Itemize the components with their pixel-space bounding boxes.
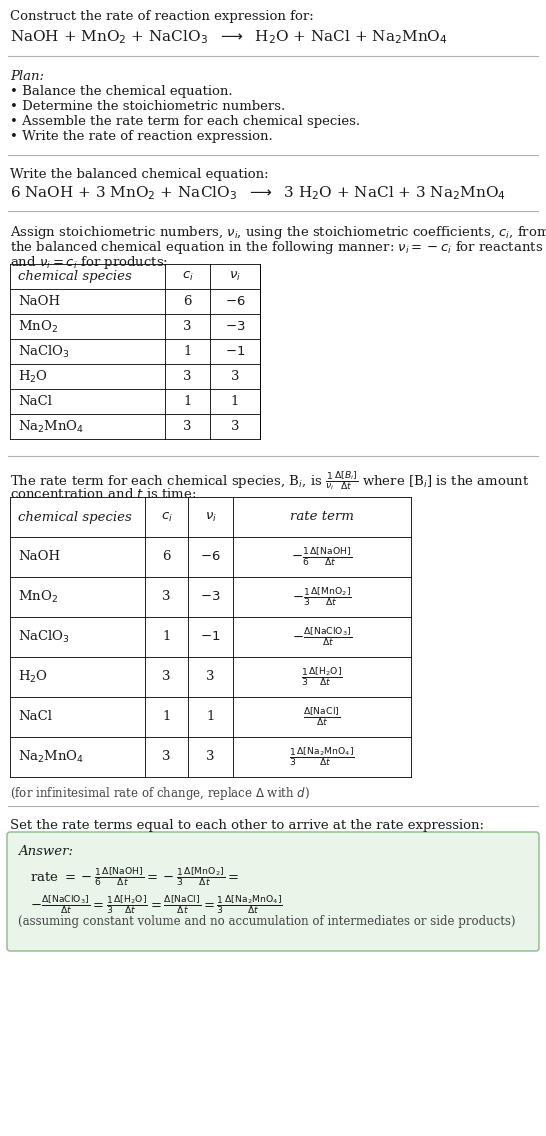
Text: • Balance the chemical equation.: • Balance the chemical equation. [10,85,233,98]
Text: 1: 1 [183,345,192,358]
Text: $-\frac{1}{6}\frac{\Delta[\mathrm{NaOH}]}{\Delta t}$: $-\frac{1}{6}\frac{\Delta[\mathrm{NaOH}]… [292,546,353,568]
Text: 6 NaOH + 3 MnO$_2$ + NaClO$_3$  $\longrightarrow$  3 H$_2$O + NaCl + 3 Na$_2$MnO: 6 NaOH + 3 MnO$_2$ + NaClO$_3$ $\longrig… [10,184,506,202]
Text: H$_2$O: H$_2$O [18,368,48,385]
Text: $-6$: $-6$ [225,295,245,308]
Text: (for infinitesimal rate of change, replace $\Delta$ with $d$): (for infinitesimal rate of change, repla… [10,785,310,802]
Text: Construct the rate of reaction expression for:: Construct the rate of reaction expressio… [10,10,314,23]
Text: 6: 6 [162,551,171,563]
Text: NaCl: NaCl [18,395,52,408]
Text: Assign stoichiometric numbers, $\nu_i$, using the stoichiometric coefficients, $: Assign stoichiometric numbers, $\nu_i$, … [10,224,546,241]
Text: 3: 3 [206,751,215,763]
Text: NaOH: NaOH [18,551,60,563]
Text: 3: 3 [231,420,239,433]
Text: NaClO$_3$: NaClO$_3$ [18,343,70,360]
Text: Set the rate terms equal to each other to arrive at the rate expression:: Set the rate terms equal to each other t… [10,819,484,832]
Text: $\frac{1}{3}\frac{\Delta[\mathrm{H_2O}]}{\Delta t}$: $\frac{1}{3}\frac{\Delta[\mathrm{H_2O}]}… [301,666,343,688]
Text: Plan:: Plan: [10,70,44,83]
Text: Na$_2$MnO$_4$: Na$_2$MnO$_4$ [18,418,84,435]
Text: 3: 3 [183,420,192,433]
Text: (assuming constant volume and no accumulation of intermediates or side products): (assuming constant volume and no accumul… [18,914,515,928]
Text: 3: 3 [206,670,215,684]
Text: $\frac{\Delta[\mathrm{NaCl}]}{\Delta t}$: $\frac{\Delta[\mathrm{NaCl}]}{\Delta t}$ [304,705,341,728]
Text: $c_i$: $c_i$ [182,270,193,283]
Text: MnO$_2$: MnO$_2$ [18,588,58,605]
Text: $\frac{1}{3}\frac{\Delta[\mathrm{Na_2MnO_4}]}{\Delta t}$: $\frac{1}{3}\frac{\Delta[\mathrm{Na_2MnO… [289,745,355,768]
Text: The rate term for each chemical species, B$_i$, is $\frac{1}{\nu_i}\frac{\Delta[: The rate term for each chemical species,… [10,469,529,492]
Text: 3: 3 [162,751,171,763]
Text: 6: 6 [183,295,192,308]
Text: chemical species: chemical species [18,510,132,524]
Text: 3: 3 [162,591,171,603]
Text: 1: 1 [231,395,239,408]
Text: 1: 1 [162,710,171,724]
Text: 3: 3 [162,670,171,684]
Text: NaOH: NaOH [18,295,60,308]
Text: H$_2$O: H$_2$O [18,669,48,685]
Text: chemical species: chemical species [18,270,132,283]
Text: $-6$: $-6$ [200,551,221,563]
Text: NaClO$_3$: NaClO$_3$ [18,629,70,645]
Text: the balanced chemical equation in the following manner: $\nu_i = -c_i$ for react: the balanced chemical equation in the fo… [10,239,543,256]
Text: • Determine the stoichiometric numbers.: • Determine the stoichiometric numbers. [10,100,285,112]
Text: $-1$: $-1$ [200,630,221,643]
Text: $\nu_i$: $\nu_i$ [229,270,241,283]
FancyBboxPatch shape [7,832,539,951]
Text: $-\frac{\Delta[\mathrm{NaClO_3}]}{\Delta t}$: $-\frac{\Delta[\mathrm{NaClO_3}]}{\Delta… [292,626,352,649]
Text: 3: 3 [231,370,239,383]
Text: • Assemble the rate term for each chemical species.: • Assemble the rate term for each chemic… [10,115,360,128]
Text: 3: 3 [183,370,192,383]
Text: $-\frac{1}{3}\frac{\Delta[\mathrm{MnO_2}]}{\Delta t}$: $-\frac{1}{3}\frac{\Delta[\mathrm{MnO_2}… [292,585,352,609]
Text: NaOH + MnO$_2$ + NaClO$_3$  $\longrightarrow$  H$_2$O + NaCl + Na$_2$MnO$_4$: NaOH + MnO$_2$ + NaClO$_3$ $\longrightar… [10,28,448,45]
Text: concentration and $t$ is time:: concentration and $t$ is time: [10,487,197,501]
Text: $-3$: $-3$ [200,591,221,603]
Text: $\nu_i$: $\nu_i$ [205,510,216,524]
Text: rate term: rate term [290,510,354,524]
Text: $-\frac{\Delta[\mathrm{NaClO_3}]}{\Delta t} = \frac{1}{3}\frac{\Delta[\mathrm{H_: $-\frac{\Delta[\mathrm{NaClO_3}]}{\Delta… [30,893,283,916]
Text: and $\nu_i = c_i$ for products:: and $\nu_i = c_i$ for products: [10,254,168,272]
Text: 1: 1 [206,710,215,724]
Text: $-3$: $-3$ [225,320,245,333]
Text: rate $= -\frac{1}{6}\frac{\Delta[\mathrm{NaOH}]}{\Delta t} = -\frac{1}{3}\frac{\: rate $= -\frac{1}{6}\frac{\Delta[\mathrm… [30,864,239,888]
Text: 1: 1 [162,630,171,643]
Text: Na$_2$MnO$_4$: Na$_2$MnO$_4$ [18,749,84,765]
Text: MnO$_2$: MnO$_2$ [18,318,58,334]
Text: Write the balanced chemical equation:: Write the balanced chemical equation: [10,168,269,181]
Text: Answer:: Answer: [18,845,73,858]
Text: $c_i$: $c_i$ [161,510,173,524]
Text: • Write the rate of reaction expression.: • Write the rate of reaction expression. [10,130,273,143]
Text: 3: 3 [183,320,192,333]
Text: $-1$: $-1$ [225,345,245,358]
Text: NaCl: NaCl [18,710,52,724]
Text: 1: 1 [183,395,192,408]
